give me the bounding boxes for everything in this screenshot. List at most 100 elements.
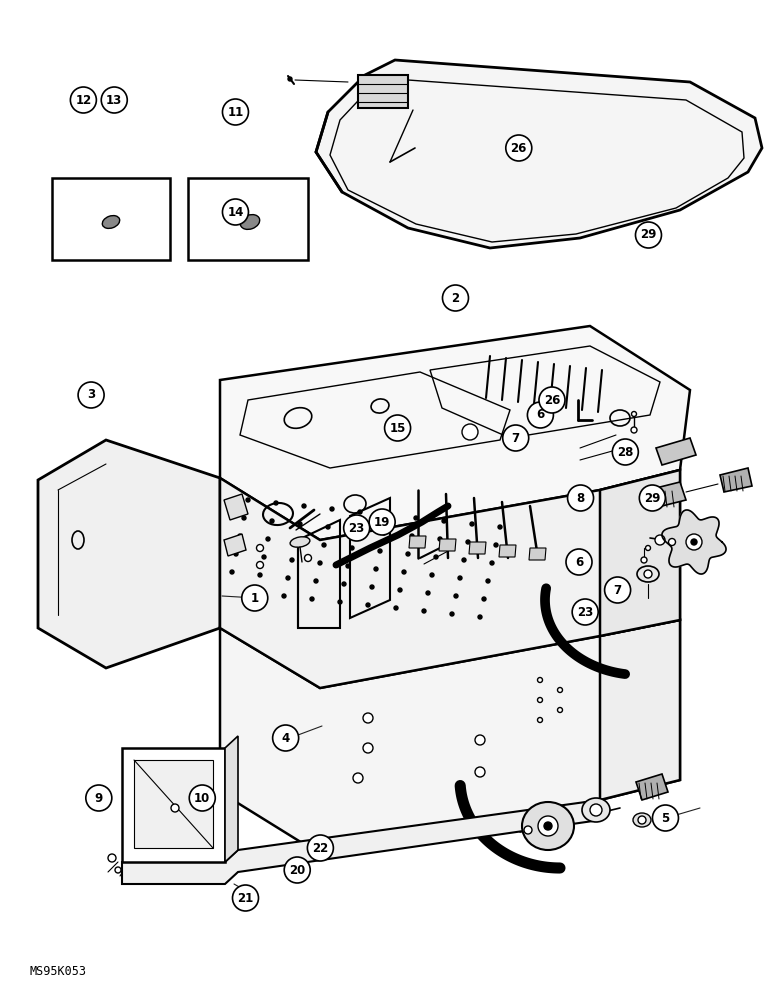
Circle shape xyxy=(590,804,602,816)
Text: 7: 7 xyxy=(512,432,520,444)
Circle shape xyxy=(70,87,96,113)
Circle shape xyxy=(232,885,259,911)
Polygon shape xyxy=(409,536,426,548)
Text: 28: 28 xyxy=(617,446,634,458)
Circle shape xyxy=(242,516,246,520)
Text: 29: 29 xyxy=(640,229,657,241)
Circle shape xyxy=(537,678,543,682)
Circle shape xyxy=(258,573,262,577)
Circle shape xyxy=(274,501,278,505)
Circle shape xyxy=(246,498,250,502)
Circle shape xyxy=(108,854,116,862)
Circle shape xyxy=(262,555,266,559)
Text: 22: 22 xyxy=(312,842,329,854)
Circle shape xyxy=(557,688,563,692)
Circle shape xyxy=(86,785,112,811)
Circle shape xyxy=(384,415,411,441)
Circle shape xyxy=(655,535,665,545)
Text: 6: 6 xyxy=(537,408,544,422)
Text: 21: 21 xyxy=(237,892,254,904)
Polygon shape xyxy=(499,545,516,557)
Circle shape xyxy=(78,382,104,408)
Circle shape xyxy=(466,540,470,544)
Circle shape xyxy=(256,544,263,552)
Polygon shape xyxy=(38,440,220,668)
Circle shape xyxy=(641,557,647,563)
Polygon shape xyxy=(720,468,752,492)
Text: 15: 15 xyxy=(389,422,406,434)
Circle shape xyxy=(270,519,274,523)
Text: 7: 7 xyxy=(614,584,621,596)
Circle shape xyxy=(330,507,334,511)
Circle shape xyxy=(644,570,652,578)
Circle shape xyxy=(288,77,292,81)
Polygon shape xyxy=(224,534,246,556)
Circle shape xyxy=(454,594,458,598)
Circle shape xyxy=(369,509,395,535)
Ellipse shape xyxy=(103,216,120,228)
Circle shape xyxy=(273,725,299,751)
Circle shape xyxy=(572,599,598,625)
Text: 29: 29 xyxy=(644,491,661,504)
Circle shape xyxy=(222,199,249,225)
Circle shape xyxy=(398,588,402,592)
Circle shape xyxy=(358,510,362,514)
Circle shape xyxy=(652,805,679,831)
Circle shape xyxy=(506,135,532,161)
Circle shape xyxy=(638,816,646,824)
Circle shape xyxy=(462,558,466,562)
Circle shape xyxy=(567,485,594,511)
Circle shape xyxy=(537,698,543,702)
Circle shape xyxy=(386,513,390,517)
Circle shape xyxy=(639,485,665,511)
Polygon shape xyxy=(600,470,680,636)
Ellipse shape xyxy=(240,215,259,229)
Circle shape xyxy=(458,576,462,580)
Circle shape xyxy=(537,718,543,722)
Circle shape xyxy=(394,606,398,610)
Text: 9: 9 xyxy=(95,792,103,804)
Text: 11: 11 xyxy=(227,105,244,118)
Polygon shape xyxy=(648,482,686,508)
Polygon shape xyxy=(122,800,600,884)
Text: 2: 2 xyxy=(452,292,459,304)
Circle shape xyxy=(382,531,386,535)
Circle shape xyxy=(346,564,350,568)
Text: 20: 20 xyxy=(289,863,306,876)
Polygon shape xyxy=(220,620,680,854)
Circle shape xyxy=(645,546,651,550)
Circle shape xyxy=(430,573,434,577)
Polygon shape xyxy=(225,736,238,862)
Polygon shape xyxy=(358,75,408,108)
Circle shape xyxy=(482,597,486,601)
Polygon shape xyxy=(134,760,213,848)
Circle shape xyxy=(290,558,294,562)
Circle shape xyxy=(635,222,662,248)
Circle shape xyxy=(538,816,558,836)
Circle shape xyxy=(338,600,342,604)
Circle shape xyxy=(475,767,485,777)
Circle shape xyxy=(527,402,554,428)
Circle shape xyxy=(314,579,318,583)
Polygon shape xyxy=(600,620,680,800)
Circle shape xyxy=(242,585,268,611)
Circle shape xyxy=(284,857,310,883)
Ellipse shape xyxy=(290,537,310,547)
Text: 10: 10 xyxy=(194,792,211,804)
Circle shape xyxy=(434,555,438,559)
Circle shape xyxy=(486,579,490,583)
Ellipse shape xyxy=(522,802,574,850)
Text: 1: 1 xyxy=(251,591,259,604)
Circle shape xyxy=(353,773,363,783)
Text: MS95K053: MS95K053 xyxy=(30,965,87,978)
Circle shape xyxy=(498,525,502,529)
Polygon shape xyxy=(469,542,486,554)
Circle shape xyxy=(230,570,234,574)
Circle shape xyxy=(442,285,469,311)
Circle shape xyxy=(286,576,290,580)
Circle shape xyxy=(322,543,326,547)
Circle shape xyxy=(478,615,482,619)
Circle shape xyxy=(686,534,702,550)
Circle shape xyxy=(342,582,346,586)
Text: 8: 8 xyxy=(577,491,584,504)
